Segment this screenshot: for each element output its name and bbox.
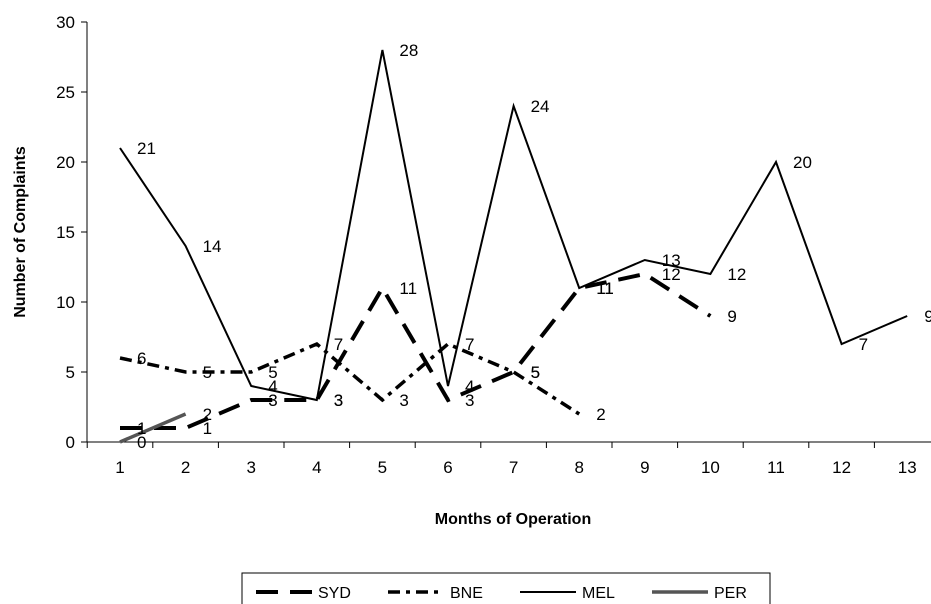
data-label-bne: 6 <box>137 349 146 368</box>
data-label-per: 2 <box>203 405 212 424</box>
series-line-bne <box>119 341 581 416</box>
data-label-syd: 5 <box>531 363 540 382</box>
x-tick-label: 4 <box>312 458 321 477</box>
data-label-bne: 5 <box>203 363 212 382</box>
y-tick-label: 25 <box>56 83 75 102</box>
legend: SYD BNE MEL PER <box>241 572 771 604</box>
data-label-syd: 1 <box>137 419 146 438</box>
data-label-mel: 4 <box>268 377 277 396</box>
x-tick-label: 7 <box>509 458 518 477</box>
y-tick-label: 5 <box>66 363 75 382</box>
data-label-mel: 7 <box>859 335 868 354</box>
data-label-mel: 4 <box>465 377 474 396</box>
y-axis-ticks: 0 5 10 15 20 25 30 <box>56 13 87 452</box>
x-axis-title: Months of Operation <box>435 511 591 528</box>
legend-label-mel: MEL <box>582 585 615 602</box>
data-label-mel: 3 <box>334 391 343 410</box>
data-label-mel: 14 <box>203 237 222 256</box>
y-axis-title: Number of Complaints <box>12 146 29 318</box>
data-label-mel: 28 <box>399 41 418 60</box>
legend-label-per: PER <box>714 585 747 602</box>
series-line-per <box>119 412 187 444</box>
y-tick-label: 15 <box>56 223 75 242</box>
series-line-mel <box>119 49 908 402</box>
x-tick-label: 2 <box>181 458 190 477</box>
legend-box <box>241 572 771 604</box>
data-label-syd: 3 <box>334 391 343 410</box>
y-tick-label: 10 <box>56 293 75 312</box>
data-label-mel: 20 <box>793 153 812 172</box>
data-label-bne: 7 <box>334 335 343 354</box>
data-label-mel: 11 <box>596 279 614 298</box>
data-label-mel: 24 <box>531 97 550 116</box>
data-label-mel: 13 <box>662 251 681 270</box>
legend-label-syd: SYD <box>318 585 351 602</box>
x-tick-label: 11 <box>767 458 785 477</box>
data-label-per: 0 <box>137 433 146 452</box>
y-tick-label: 30 <box>56 13 75 32</box>
data-label-mel: 12 <box>727 265 746 284</box>
data-label-bne: 5 <box>531 363 540 382</box>
data-label-syd: 3 <box>465 391 474 410</box>
data-label-bne: 3 <box>399 391 408 410</box>
x-tick-label: 13 <box>898 458 917 477</box>
data-label-mel: 21 <box>137 139 156 158</box>
data-label-syd: 11 <box>596 279 614 298</box>
data-label-mel: 9 <box>924 307 931 326</box>
y-tick-label: 0 <box>66 433 75 452</box>
legend-label-bne: BNE <box>450 585 483 602</box>
data-label-bne: 2 <box>596 405 605 424</box>
data-label-syd: 11 <box>399 279 417 298</box>
data-label-bne: 7 <box>465 335 474 354</box>
x-tick-label: 9 <box>640 458 649 477</box>
x-tick-label: 5 <box>378 458 387 477</box>
x-tick-label: 3 <box>246 458 255 477</box>
x-tick-label: 8 <box>574 458 583 477</box>
axes <box>86 22 931 443</box>
data-label-bne: 5 <box>268 363 277 382</box>
x-tick-label: 12 <box>832 458 851 477</box>
data-label-syd: 9 <box>727 307 736 326</box>
x-tick-label: 6 <box>443 458 452 477</box>
data-label-syd: 12 <box>662 265 681 284</box>
data-label-syd: 3 <box>268 391 277 410</box>
x-tick-label: 1 <box>115 458 124 477</box>
data-label-syd: 1 <box>203 419 212 438</box>
x-axis-ticks: 1 2 3 4 5 6 7 8 9 10 11 12 13 <box>86 442 917 477</box>
x-tick-label: 10 <box>701 458 720 477</box>
series-lines <box>119 49 908 444</box>
y-tick-label: 20 <box>56 153 75 172</box>
